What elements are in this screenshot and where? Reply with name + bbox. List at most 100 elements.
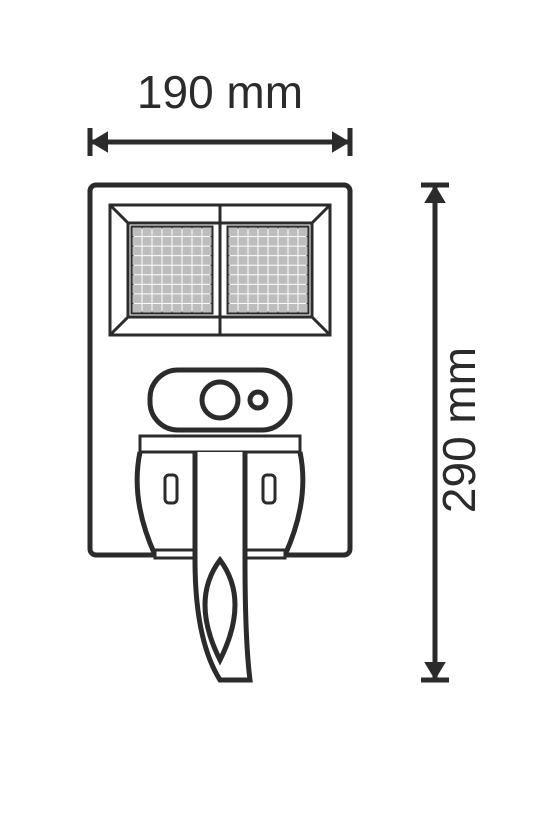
led-dot — [269, 285, 278, 294]
led-dot — [163, 256, 172, 265]
led-dot — [153, 294, 162, 303]
led-dot — [279, 247, 288, 256]
width-dimension-label: 190 mm — [137, 66, 303, 118]
led-dot — [259, 304, 268, 313]
led-dot — [249, 237, 258, 246]
sensor-body — [150, 370, 290, 430]
led-dot — [173, 247, 182, 256]
led-dot — [183, 285, 192, 294]
led-dot — [229, 294, 238, 303]
led-dot — [279, 228, 288, 237]
led-dot — [133, 294, 142, 303]
led-dot — [163, 266, 172, 275]
led-dot — [279, 256, 288, 265]
arrow-right-icon — [332, 131, 350, 153]
led-dot — [229, 304, 238, 313]
led-dot — [163, 228, 172, 237]
led-dot — [299, 256, 308, 265]
led-dot — [249, 247, 258, 256]
led-dot — [153, 266, 162, 275]
led-dot — [279, 285, 288, 294]
led-dot — [163, 247, 172, 256]
led-dot — [143, 228, 152, 237]
arrow-up-icon — [424, 185, 446, 203]
led-dot — [163, 275, 172, 284]
led-dot — [269, 266, 278, 275]
led-dot — [299, 247, 308, 256]
led-dot — [299, 266, 308, 275]
led-dot — [289, 256, 298, 265]
led-dot — [173, 266, 182, 275]
led-dot — [289, 304, 298, 313]
led-dot — [193, 285, 202, 294]
led-dot — [183, 228, 192, 237]
led-dot — [299, 294, 308, 303]
led-dot — [299, 275, 308, 284]
led-dot — [299, 228, 308, 237]
led-dot — [203, 247, 212, 256]
led-dot — [289, 285, 298, 294]
led-dot — [193, 237, 202, 246]
led-dot — [153, 285, 162, 294]
led-dot — [269, 294, 278, 303]
led-dot — [239, 247, 248, 256]
led-dot — [153, 228, 162, 237]
led-dot — [183, 247, 192, 256]
led-dot — [239, 285, 248, 294]
led-dot — [173, 304, 182, 313]
led-dot — [279, 275, 288, 284]
led-dot — [249, 256, 258, 265]
height-dimension-label: 290 mm — [433, 347, 485, 513]
led-dot — [183, 266, 192, 275]
led-dot — [299, 237, 308, 246]
led-dot — [249, 285, 258, 294]
led-dot — [193, 275, 202, 284]
led-dot — [229, 247, 238, 256]
led-dot — [153, 237, 162, 246]
led-dot — [269, 247, 278, 256]
led-dot — [173, 228, 182, 237]
led-dot — [183, 275, 192, 284]
led-dot — [153, 247, 162, 256]
led-dot — [173, 237, 182, 246]
led-dot — [153, 304, 162, 313]
led-dot — [289, 247, 298, 256]
led-dot — [203, 294, 212, 303]
led-dot — [193, 247, 202, 256]
arrow-down-icon — [424, 662, 446, 680]
led-dot — [143, 294, 152, 303]
led-dot — [239, 237, 248, 246]
led-dot — [193, 266, 202, 275]
led-dot — [163, 304, 172, 313]
led-dot — [229, 237, 238, 246]
led-dot — [193, 256, 202, 265]
led-dot — [133, 266, 142, 275]
led-dot — [279, 294, 288, 303]
led-dot — [203, 275, 212, 284]
led-dot — [239, 294, 248, 303]
led-dot — [133, 285, 142, 294]
led-dot — [239, 228, 248, 237]
led-dot — [249, 266, 258, 275]
led-dot — [193, 304, 202, 313]
led-dot — [173, 275, 182, 284]
led-dot — [259, 237, 268, 246]
led-dot — [203, 304, 212, 313]
led-dot — [229, 256, 238, 265]
led-dot — [163, 285, 172, 294]
bracket-tab — [165, 475, 177, 503]
led-dot — [289, 294, 298, 303]
arrow-left-icon — [90, 131, 108, 153]
led-dot — [289, 228, 298, 237]
led-dot — [143, 285, 152, 294]
led-dot — [229, 275, 238, 284]
led-dot — [203, 256, 212, 265]
bracket-tab — [263, 475, 275, 503]
led-dot — [163, 294, 172, 303]
led-dot — [203, 228, 212, 237]
led-dot — [173, 294, 182, 303]
led-dot — [259, 256, 268, 265]
led-dot — [183, 304, 192, 313]
led-dot — [133, 247, 142, 256]
led-dot — [183, 256, 192, 265]
